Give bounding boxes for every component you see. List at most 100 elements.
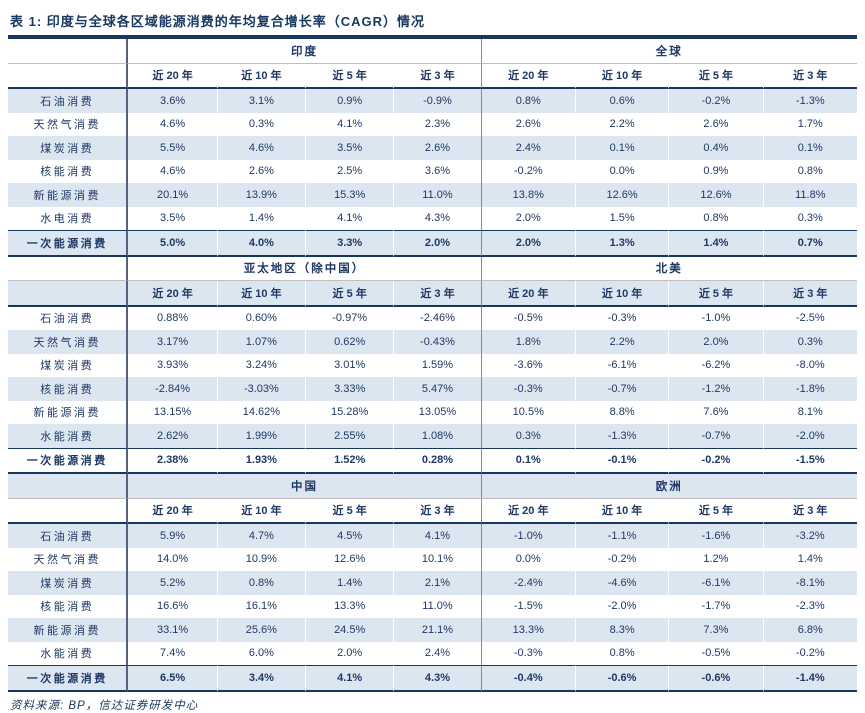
region-header-spacer — [8, 256, 129, 281]
value-cell: 4.6% — [160, 118, 186, 131]
value-cell: -0.1% — [574, 447, 669, 474]
value-cell: -1.0% — [480, 524, 575, 548]
value-cell: 3.24% — [216, 353, 305, 377]
value-cell: -6.1% — [574, 353, 668, 377]
value-cell: -0.6% — [668, 665, 763, 692]
value-cell: 0.6% — [574, 89, 668, 113]
period-header-row: 近 20 年近 10 年近 5 年近 3 年近 20 年近 10 年近 5 年近… — [8, 63, 857, 89]
value-cell: 2.38% — [128, 447, 217, 474]
value-cell: 2.6% — [216, 159, 305, 183]
value-cell: -0.9% — [393, 89, 480, 113]
value-cell: -0.3% — [574, 306, 668, 330]
value-cell: 16.1% — [216, 594, 305, 618]
value-cell: 0.3% — [216, 112, 305, 136]
value-cell: 0.28% — [393, 447, 481, 474]
row-label: 水电消费 — [8, 206, 129, 230]
value-cell: 7.3% — [668, 618, 762, 642]
value-cell: 2.2% — [574, 330, 668, 354]
value-cell: 1.2% — [668, 547, 762, 571]
value-cell: -1.4% — [762, 665, 857, 692]
data-row: 煤炭消费 5.5% 4.6% 3.5% 2.6% 2.4% 0.1% 0.4% 0.1% — [8, 136, 857, 160]
row-label: 石油消费 — [8, 306, 129, 330]
data-row: 水能消费 7.4% 6.0% 2.0% 2.4% -0.3% 0.8% -0.5% -0.2% — [8, 641, 857, 665]
value-cell: 11.8% — [762, 183, 857, 207]
row-label: 新能源消费 — [8, 183, 129, 207]
value-cell: 10.9% — [216, 547, 305, 571]
data-row: 水能消费 2.62% 1.99% 2.55% 1.08% 0.3% -1.3% -0.7% -2… — [8, 424, 857, 448]
row-label: 核能消费 — [8, 594, 129, 618]
row-label: 天然气消费 — [8, 330, 129, 354]
row-label: 一次能源消费 — [8, 230, 129, 257]
value-cell: -3.6% — [480, 353, 575, 377]
row-label: 石油消费 — [8, 524, 129, 548]
value-cell: 8.3% — [574, 618, 668, 642]
value-cell: 2.0% — [393, 230, 481, 257]
region-header-spacer — [8, 39, 129, 64]
value-cell: 4.5% — [305, 524, 393, 548]
value-cell: 0.9% — [668, 159, 762, 183]
value-cell: 4.1% — [305, 206, 393, 230]
value-cell: 2.55% — [305, 424, 393, 448]
data-row: 新能源消费 33.1% 25.6% 24.5% 21.1% 13.3% 8.3% 7.3% 6.… — [8, 618, 857, 642]
value-cell: 1.93% — [216, 447, 306, 474]
value-cell: 4.3% — [393, 665, 481, 692]
value-cell: -3.2% — [762, 524, 857, 548]
value-cell: -2.0% — [762, 424, 857, 448]
value-cell: 8.1% — [762, 400, 857, 424]
value-cell: 1.08% — [393, 424, 480, 448]
value-cell: 10.1% — [393, 547, 480, 571]
value-cell: -1.3% — [762, 89, 857, 113]
period-header-spacer — [8, 63, 129, 89]
value-cell: 4.6% — [216, 136, 305, 160]
value-cell: 2.2% — [574, 112, 668, 136]
value-cell: -1.0% — [668, 306, 762, 330]
value-cell: 12.6% — [305, 547, 393, 571]
value-cell: 0.1% — [480, 447, 575, 474]
period-header: 近 5 年 — [305, 63, 394, 89]
period-header: 近 5 年 — [305, 498, 394, 524]
period-header: 近 10 年 — [574, 498, 669, 524]
value-cell: 1.07% — [216, 330, 305, 354]
period-header-row: 近 20 年近 10 年近 5 年近 3 年近 20 年近 10 年近 5 年近… — [8, 498, 857, 524]
row-label: 核能消费 — [8, 377, 129, 401]
region-header-spacer — [8, 474, 129, 499]
value-cell: 4.1% — [305, 665, 394, 692]
value-cell: 0.0% — [574, 159, 668, 183]
value-cell: 2.1% — [393, 571, 480, 595]
value-cell: 15.3% — [305, 183, 393, 207]
value-cell: -0.97% — [305, 306, 393, 330]
row-label: 天然气消费 — [8, 547, 129, 571]
value-cell: -0.2% — [480, 159, 575, 183]
data-row: 天然气消费 4.6% 0.3% 4.1% 2.3% 2.6% 2.2% 2.6% 1.7% — [8, 112, 857, 136]
period-header: 近 3 年 — [762, 498, 857, 524]
period-header: 近 10 年 — [574, 63, 669, 89]
value-cell: 3.01% — [305, 353, 393, 377]
value-cell: -3.03% — [216, 377, 305, 401]
data-row: 新能源消费 20.1% 13.9% 15.3% 11.0% 13.8% 12.6% 12.6%… — [8, 183, 857, 207]
value-cell: 24.5% — [305, 618, 393, 642]
value-cell: 3.5% — [305, 136, 393, 160]
value-cell: -2.84% — [155, 382, 190, 395]
value-cell: 13.3% — [305, 594, 393, 618]
value-cell: 12.6% — [668, 183, 762, 207]
cagr-table: 印度 全球近 20 年近 10 年近 5 年近 3 年近 20 年近 10 年近 … — [8, 37, 857, 692]
value-cell: 3.6% — [393, 159, 480, 183]
value-cell: 2.0% — [305, 641, 393, 665]
period-header: 近 5 年 — [668, 281, 763, 307]
data-row: 核能消费 -2.84% -3.03% 3.33% 5.47% -0.3% -0.7% -1.2… — [8, 377, 857, 401]
row-label: 水能消费 — [8, 641, 129, 665]
value-cell: -0.5% — [480, 306, 575, 330]
value-cell: 3.6% — [160, 94, 186, 107]
value-cell: 1.4% — [762, 547, 857, 571]
value-cell: 13.15% — [153, 406, 192, 419]
period-header: 近 20 年 — [128, 281, 217, 307]
region-header-row: 中国 欧洲 — [8, 474, 857, 499]
value-cell: 4.3% — [393, 206, 480, 230]
value-cell: 33.1% — [156, 623, 189, 636]
value-cell: 4.0% — [216, 230, 306, 257]
data-row: 石油消费 5.9% 4.7% 4.5% 4.1% -1.0% -1.1% -1.6% -3.2% — [8, 524, 857, 548]
value-cell: 3.33% — [305, 377, 393, 401]
value-cell: 0.8% — [480, 89, 575, 113]
value-cell: 0.8% — [762, 159, 857, 183]
